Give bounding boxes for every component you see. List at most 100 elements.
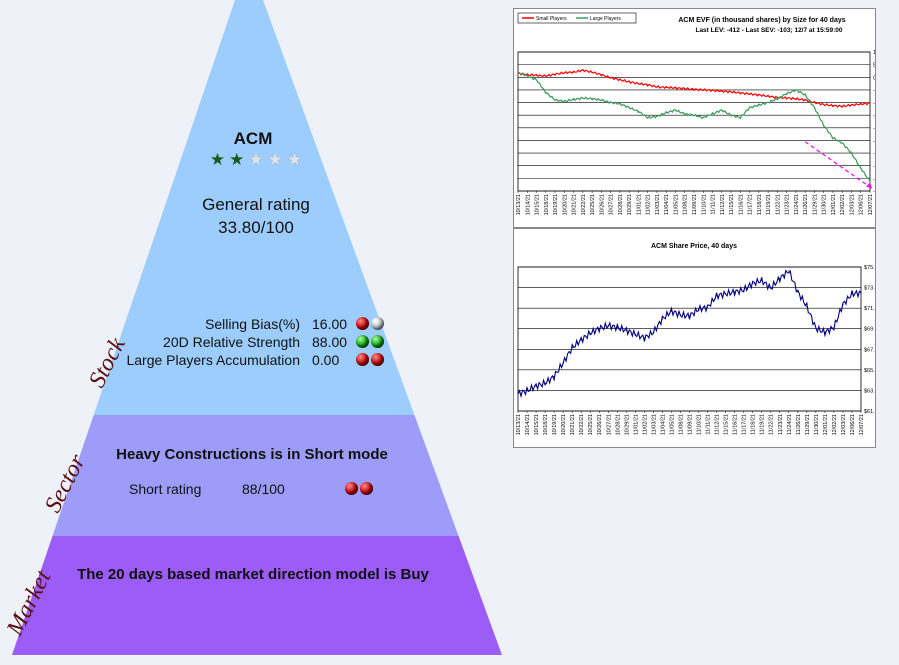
data-point (637, 82, 640, 85)
data-point (711, 113, 714, 115)
series-line-small-players (517, 68, 871, 108)
plot-area (517, 266, 862, 412)
data-point (748, 93, 751, 95)
data-point (739, 117, 741, 119)
data-point (786, 97, 788, 99)
star-empty-icon: ★ (248, 150, 264, 169)
data-point (643, 337, 645, 339)
legend-small-players: Small Players (536, 16, 567, 22)
x-tick-label: 10/13/21 (516, 414, 522, 435)
x-tick-label: 12/02/21 (832, 414, 838, 435)
x-tick-label: 11/04/21 (660, 414, 666, 435)
y-tick-label: -150 (873, 113, 875, 119)
x-tick-label: 11/08/21 (678, 414, 684, 435)
data-point (571, 347, 573, 349)
data-point (813, 101, 816, 104)
data-point (725, 293, 727, 295)
data-point (693, 88, 695, 91)
data-point (545, 75, 547, 77)
x-tick-label: 10/14/21 (525, 414, 531, 435)
sector-signal-dots (345, 480, 375, 498)
data-point (721, 109, 723, 111)
x-tick-label: 11/29/21 (805, 414, 811, 435)
y-tick-label: $71.0 (864, 306, 875, 312)
data-point (647, 84, 649, 86)
data-point (869, 102, 871, 104)
x-tick-label: 11/15/21 (724, 414, 730, 435)
short-rating-value: 88/100 (242, 481, 285, 497)
general-rating-value: 33.80/100 (218, 218, 294, 237)
x-tick-label: 10/26/21 (597, 414, 603, 435)
x-tick-label: 12/01/21 (831, 194, 837, 215)
data-point (600, 99, 602, 101)
x-tick-label: 11/05/21 (669, 414, 675, 435)
data-point (804, 94, 806, 96)
y-tick-label: -400 (873, 176, 875, 182)
stock-ticker: ACM (233, 129, 273, 148)
pyramid (12, 0, 502, 655)
x-tick-label: 10/26/21 (599, 194, 605, 215)
data-point (715, 295, 718, 297)
data-point (554, 73, 556, 75)
data-point (730, 114, 732, 116)
data-point (628, 81, 630, 83)
x-tick-label: 11/09/21 (692, 194, 698, 215)
data-point (702, 117, 704, 119)
x-tick-label: 11/22/21 (775, 194, 781, 215)
x-tick-label: 10/28/21 (615, 414, 621, 435)
x-tick-label: 12/06/21 (859, 194, 865, 215)
data-point (776, 96, 778, 99)
y-tick-label: -350 (873, 164, 875, 170)
grey-signal-icon (371, 317, 384, 331)
y-tick-label: 100 (873, 50, 875, 56)
star-filled-icon: ★ (229, 150, 245, 169)
y-tick-label: $67.0 (864, 347, 875, 353)
metric-signal-dots (356, 351, 386, 369)
data-point (665, 86, 667, 88)
data-point (616, 326, 618, 329)
data-point (661, 318, 664, 320)
x-tick-label: 10/25/21 (588, 414, 594, 435)
evf-chart-title: ACM EVF (in thousand shares) by Size for… (678, 17, 845, 24)
x-tick-label: 11/10/21 (697, 414, 703, 435)
data-point (770, 287, 772, 289)
data-point (842, 303, 844, 306)
x-tick-label: 10/20/21 (562, 194, 568, 215)
x-tick-label: 12/06/21 (850, 414, 856, 435)
metric-label: Large Players Accumulation (126, 352, 300, 368)
data-point (554, 99, 556, 101)
data-point (610, 101, 612, 104)
data-point (572, 98, 575, 101)
metric-label: Selling Bias(%) (205, 316, 300, 332)
price-chart: ACM Share Price, 40 days $75.0 $73.0 $71.0 $… (516, 243, 878, 435)
data-point (517, 71, 519, 73)
x-tick-label: 11/08/21 (683, 194, 689, 215)
data-point (734, 291, 736, 293)
x-tick-label: 10/20/21 (561, 414, 567, 435)
data-point (598, 327, 600, 330)
x-tick-label: 11/12/21 (715, 414, 721, 435)
data-point (804, 99, 806, 101)
x-tick-label: 11/26/21 (796, 414, 802, 435)
data-point (634, 333, 636, 335)
metric-signal-dots (356, 315, 386, 333)
plot-area (517, 51, 871, 192)
data-point (535, 79, 538, 81)
x-tick-label: 10/21/21 (572, 194, 578, 215)
data-point (767, 95, 769, 97)
data-point (582, 97, 584, 99)
data-point (758, 104, 760, 106)
data-point (761, 279, 763, 282)
data-point (591, 71, 593, 73)
x-tick-label: 11/04/21 (664, 194, 670, 215)
data-point (553, 375, 555, 378)
data-point (684, 113, 686, 115)
data-point (702, 89, 704, 91)
data-point (693, 114, 695, 116)
data-point (544, 382, 546, 384)
red-signal-icon (356, 353, 369, 367)
data-point (637, 110, 640, 112)
metric-value: 16.00 (312, 316, 348, 332)
x-tick-label: 10/15/21 (534, 414, 540, 435)
data-point (788, 270, 790, 272)
